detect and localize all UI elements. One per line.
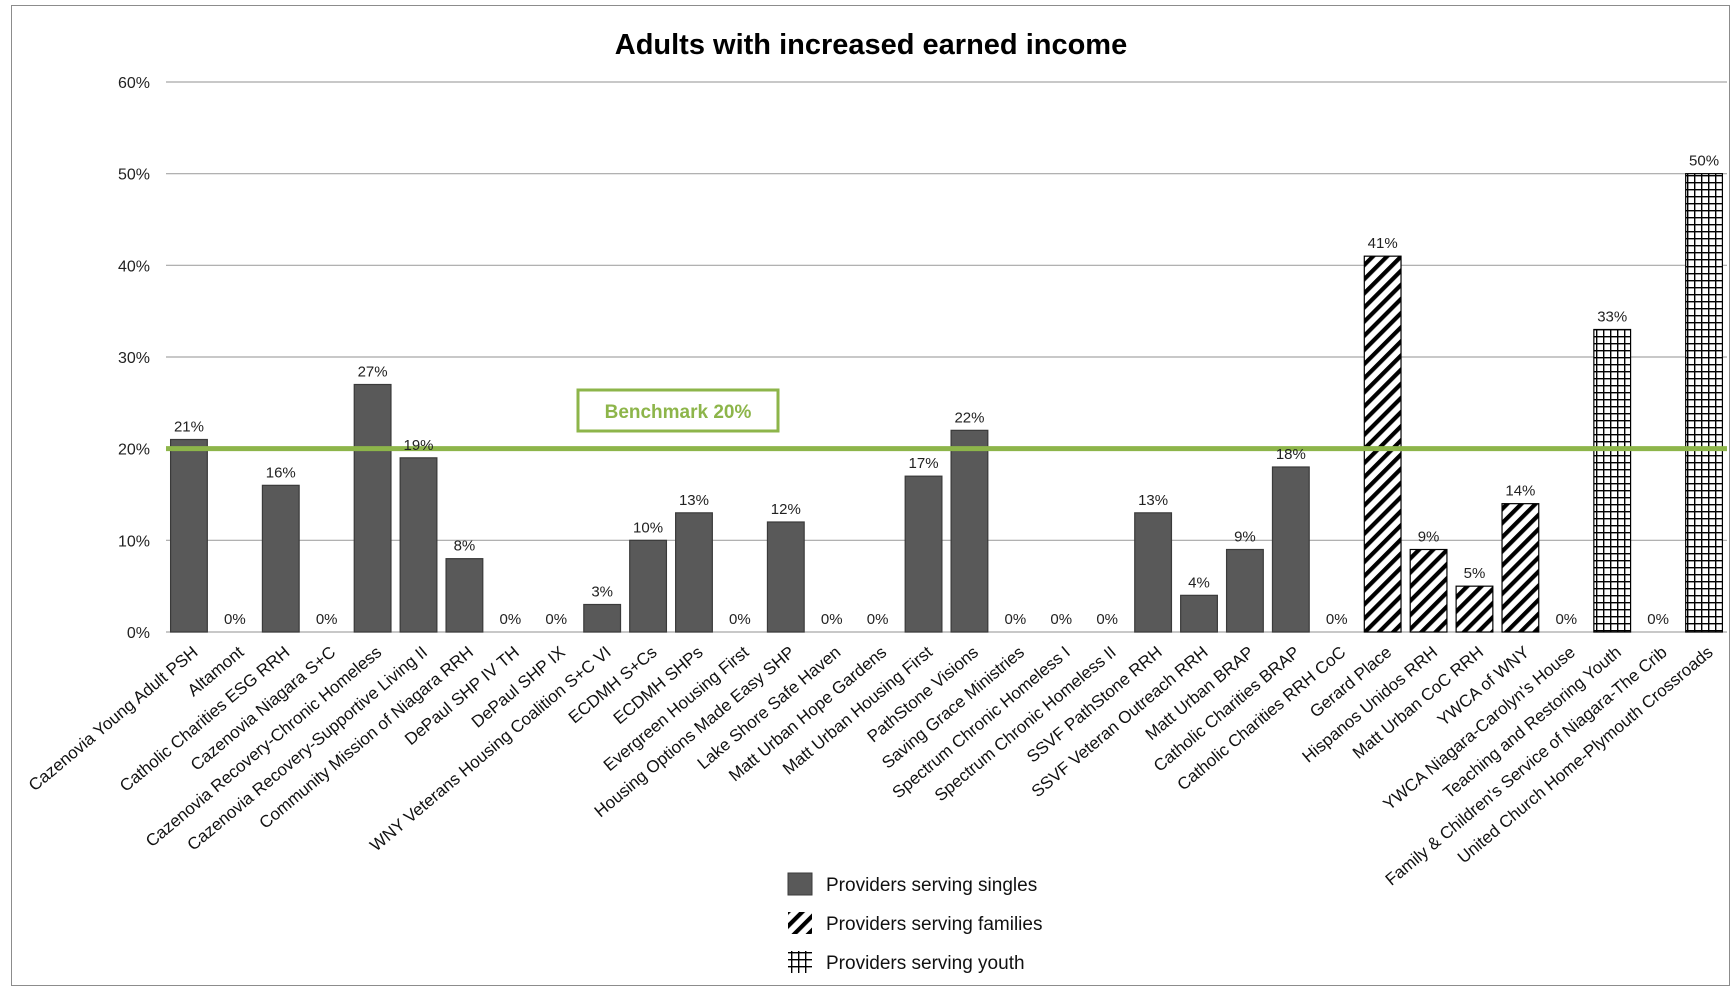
data-labels: 21% 0% 16% 0% 27% 19% 8% 0% 0% 3% 10% 13% 0% 12% 0% 0% 1… xyxy=(174,153,1719,628)
x-axis-labels: Cazenovia Young Adult PSHAltamontCatholi… xyxy=(25,642,1717,889)
bar xyxy=(1180,594,1218,633)
bar xyxy=(950,429,989,633)
data-label: 0% xyxy=(1326,611,1348,628)
data-label: 0% xyxy=(316,611,338,628)
data-label: 0% xyxy=(1005,611,1027,628)
bar xyxy=(766,521,805,633)
y-axis-ticks: 0% 10% 20% 30% 40% 50% 60% xyxy=(118,75,150,642)
data-label: 9% xyxy=(1234,529,1256,546)
data-label: 9% xyxy=(1418,529,1440,546)
bar xyxy=(445,558,484,633)
data-label: 0% xyxy=(1555,611,1577,628)
data-label: 13% xyxy=(1138,492,1168,509)
data-label: 0% xyxy=(867,611,889,628)
bar xyxy=(629,539,668,633)
y-tick-label: 20% xyxy=(118,442,150,459)
category-label: Cazenovia Young Adult PSH xyxy=(25,643,202,795)
data-label: 41% xyxy=(1368,235,1398,252)
data-label: 8% xyxy=(454,538,476,555)
legend-swatch-singles xyxy=(787,872,813,896)
bar xyxy=(1409,548,1448,633)
bar xyxy=(675,512,713,633)
data-label: 0% xyxy=(1050,611,1072,628)
legend-swatch-families xyxy=(788,912,812,934)
y-tick-label: 10% xyxy=(118,533,150,550)
data-label: 16% xyxy=(266,464,296,481)
chart-border xyxy=(11,5,1730,986)
data-label: 0% xyxy=(729,611,751,628)
benchmark-box xyxy=(576,388,780,433)
y-tick-label: 0% xyxy=(127,625,150,642)
data-label: 17% xyxy=(909,455,939,472)
y-tick-label: 50% xyxy=(118,167,150,184)
data-label: 13% xyxy=(679,492,709,509)
data-label: 50% xyxy=(1689,153,1719,170)
bar xyxy=(1225,548,1264,633)
bar xyxy=(1134,512,1173,633)
benchmark: Benchmark 20% xyxy=(166,388,1727,452)
data-label: 0% xyxy=(1647,611,1669,628)
bar xyxy=(583,603,622,633)
data-label: 21% xyxy=(174,419,204,436)
chart-title: Adults with increased earned income xyxy=(615,29,1127,61)
bar xyxy=(399,457,438,633)
y-tick-label: 40% xyxy=(118,258,150,275)
bar xyxy=(261,484,300,633)
data-label: 18% xyxy=(1276,446,1306,463)
legend-label-families: Providers serving families xyxy=(826,914,1042,935)
data-label: 22% xyxy=(954,409,984,426)
y-tick-label: 60% xyxy=(118,75,150,92)
bar xyxy=(1593,328,1632,633)
bar xyxy=(169,438,208,633)
legend-label-youth: Providers serving youth xyxy=(826,953,1025,974)
data-label: 0% xyxy=(821,611,843,628)
data-label: 0% xyxy=(499,611,521,628)
data-label: 12% xyxy=(771,501,801,518)
bar xyxy=(904,475,943,633)
legend: Providers serving singles Providers servi… xyxy=(787,872,1042,974)
bar xyxy=(1271,466,1310,633)
data-label: 0% xyxy=(1096,611,1118,628)
benchmark-label: Benchmark 20% xyxy=(605,402,752,423)
data-label: 19% xyxy=(403,437,433,454)
data-label: 33% xyxy=(1597,309,1627,326)
data-label: 3% xyxy=(591,584,613,601)
bar xyxy=(1685,173,1724,633)
bars xyxy=(169,173,1724,633)
data-label: 14% xyxy=(1505,483,1535,500)
data-label: 27% xyxy=(358,364,388,381)
data-label: 5% xyxy=(1464,565,1486,582)
data-label: 4% xyxy=(1188,574,1210,591)
legend-swatch-youth xyxy=(788,951,812,973)
data-label: 0% xyxy=(224,611,246,628)
bar xyxy=(1363,255,1402,633)
data-label: 0% xyxy=(545,611,567,628)
y-tick-label: 30% xyxy=(118,350,150,367)
bar xyxy=(353,383,392,633)
bar xyxy=(1501,503,1540,633)
data-label: 10% xyxy=(633,519,663,536)
bar xyxy=(1455,585,1494,633)
legend-label-singles: Providers serving singles xyxy=(826,875,1037,896)
